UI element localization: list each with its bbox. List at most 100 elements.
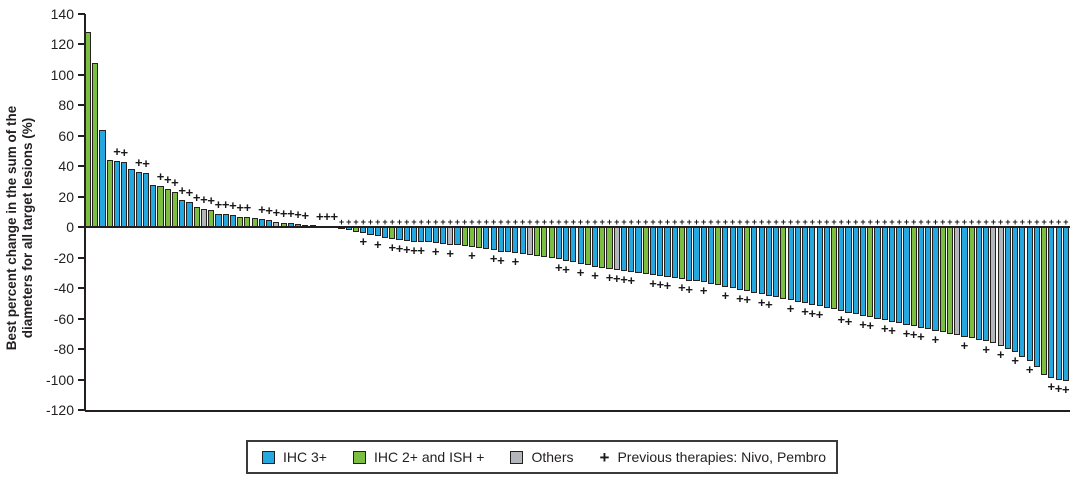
bar [910, 227, 917, 327]
baseline-plus-tick: + [570, 217, 576, 228]
baseline-plus-tick: + [889, 217, 895, 228]
y-tick-label: 0 [66, 219, 74, 236]
y-tick [78, 256, 85, 259]
bar [678, 227, 686, 279]
legend-item-prev-therapies: + Previous therapies: Nivo, Pembro [600, 449, 826, 466]
bar [729, 227, 736, 289]
bar [816, 227, 823, 307]
prev-therapy-plus-marker: + [786, 301, 795, 317]
bar [838, 227, 845, 311]
prev-therapy-plus-marker: + [765, 296, 773, 312]
others-swatch-icon [510, 450, 524, 464]
prev-therapy-plus-marker: + [294, 207, 302, 223]
bar [961, 227, 968, 337]
bar [903, 227, 910, 325]
prev-therapy-plus-marker: + [272, 204, 281, 220]
prev-therapy-plus-marker: + [258, 201, 266, 217]
bar [526, 227, 533, 255]
y-tick [78, 226, 85, 229]
bar [447, 227, 454, 245]
baseline-plus-tick: + [476, 217, 482, 228]
bar [707, 227, 714, 284]
baseline-plus-tick: + [491, 217, 497, 228]
baseline-plus-tick: + [664, 217, 671, 228]
y-tick-label: 120 [50, 36, 74, 53]
baseline-plus-tick: + [686, 217, 692, 228]
bar [584, 227, 591, 266]
bar [1048, 227, 1055, 378]
baseline-plus-tick: + [1055, 217, 1062, 228]
baseline-plus-tick: + [1063, 217, 1069, 228]
prev-therapy-plus-marker: + [605, 270, 614, 286]
baseline-plus-tick: + [556, 217, 562, 228]
baseline-plus-tick: + [969, 217, 975, 228]
baseline-plus-tick: + [548, 217, 555, 228]
baseline-plus-tick: + [353, 217, 359, 228]
baseline-plus-tick: + [998, 217, 1004, 228]
bar [693, 227, 700, 282]
bar [845, 227, 852, 313]
prev-therapy-plus-marker: + [200, 191, 208, 207]
prev-therapy-plus-marker: + [236, 199, 244, 215]
baseline-plus-tick: + [961, 217, 968, 228]
baseline-plus-tick: + [722, 217, 729, 228]
y-tick [78, 378, 85, 381]
baseline-plus-tick: + [541, 217, 547, 228]
bar [497, 227, 504, 252]
baseline-plus-tick: + [614, 217, 620, 228]
bar [1033, 227, 1040, 368]
baseline-plus-tick: + [606, 217, 613, 228]
prev-therapy-plus-marker: + [207, 193, 215, 209]
bar [642, 227, 649, 275]
baseline-plus-tick: + [954, 217, 960, 228]
bar [628, 227, 635, 273]
y-tick [78, 13, 85, 15]
prev-therapy-plus-marker: + [931, 331, 940, 347]
bar [599, 227, 606, 269]
ihc3-swatch-icon [262, 450, 275, 464]
prev-therapy-plus-marker: + [402, 241, 411, 257]
bar [425, 227, 432, 243]
bar [548, 227, 555, 258]
bar [150, 185, 157, 228]
baseline-plus-tick: + [382, 217, 388, 228]
bar [954, 227, 961, 336]
bar [809, 227, 816, 305]
baseline-plus-tick: + [643, 217, 649, 228]
baseline-plus-tick: + [418, 217, 424, 228]
y-axis-title-line1: Best percent change in the sum of the [4, 105, 19, 351]
bar [997, 227, 1004, 347]
prev-therapy-plus-marker: + [685, 281, 693, 297]
baseline-plus-tick: + [338, 217, 345, 228]
y-tick-label: 140 [50, 6, 74, 22]
prev-therapy-plus-marker: + [142, 156, 150, 172]
bar [671, 227, 678, 279]
baseline-plus-tick: + [1041, 217, 1047, 228]
bar [577, 227, 584, 264]
y-tick-label: -20 [53, 249, 74, 266]
legend-label-ihc3: IHC 3+ [283, 449, 327, 465]
baseline-plus-tick: + [853, 217, 859, 228]
prev-therapy-plus-marker: + [656, 276, 665, 292]
bar [454, 227, 461, 246]
x-axis-bottom-line [85, 410, 1070, 412]
prev-therapy-plus-marker: + [808, 305, 817, 321]
baseline-plus-tick: + [505, 217, 511, 228]
baseline-plus-tick: + [679, 217, 685, 228]
y-tick [78, 134, 85, 137]
prev-therapy-plus-marker: + [417, 243, 426, 259]
baseline-plus-tick: + [824, 217, 830, 228]
baseline-plus-tick: + [657, 217, 663, 228]
bar [736, 227, 743, 290]
prev-therapy-plus-marker: + [178, 182, 187, 198]
bar [541, 227, 548, 257]
baseline-plus-tick: + [983, 217, 989, 228]
bar [939, 227, 946, 333]
bar [946, 227, 954, 334]
baseline-plus-tick: + [411, 217, 417, 228]
y-tick [78, 195, 85, 198]
bar [410, 227, 418, 242]
baseline-plus-tick: + [440, 217, 446, 228]
bar [215, 213, 222, 228]
prev-therapy-plus-marker: + [880, 321, 889, 337]
